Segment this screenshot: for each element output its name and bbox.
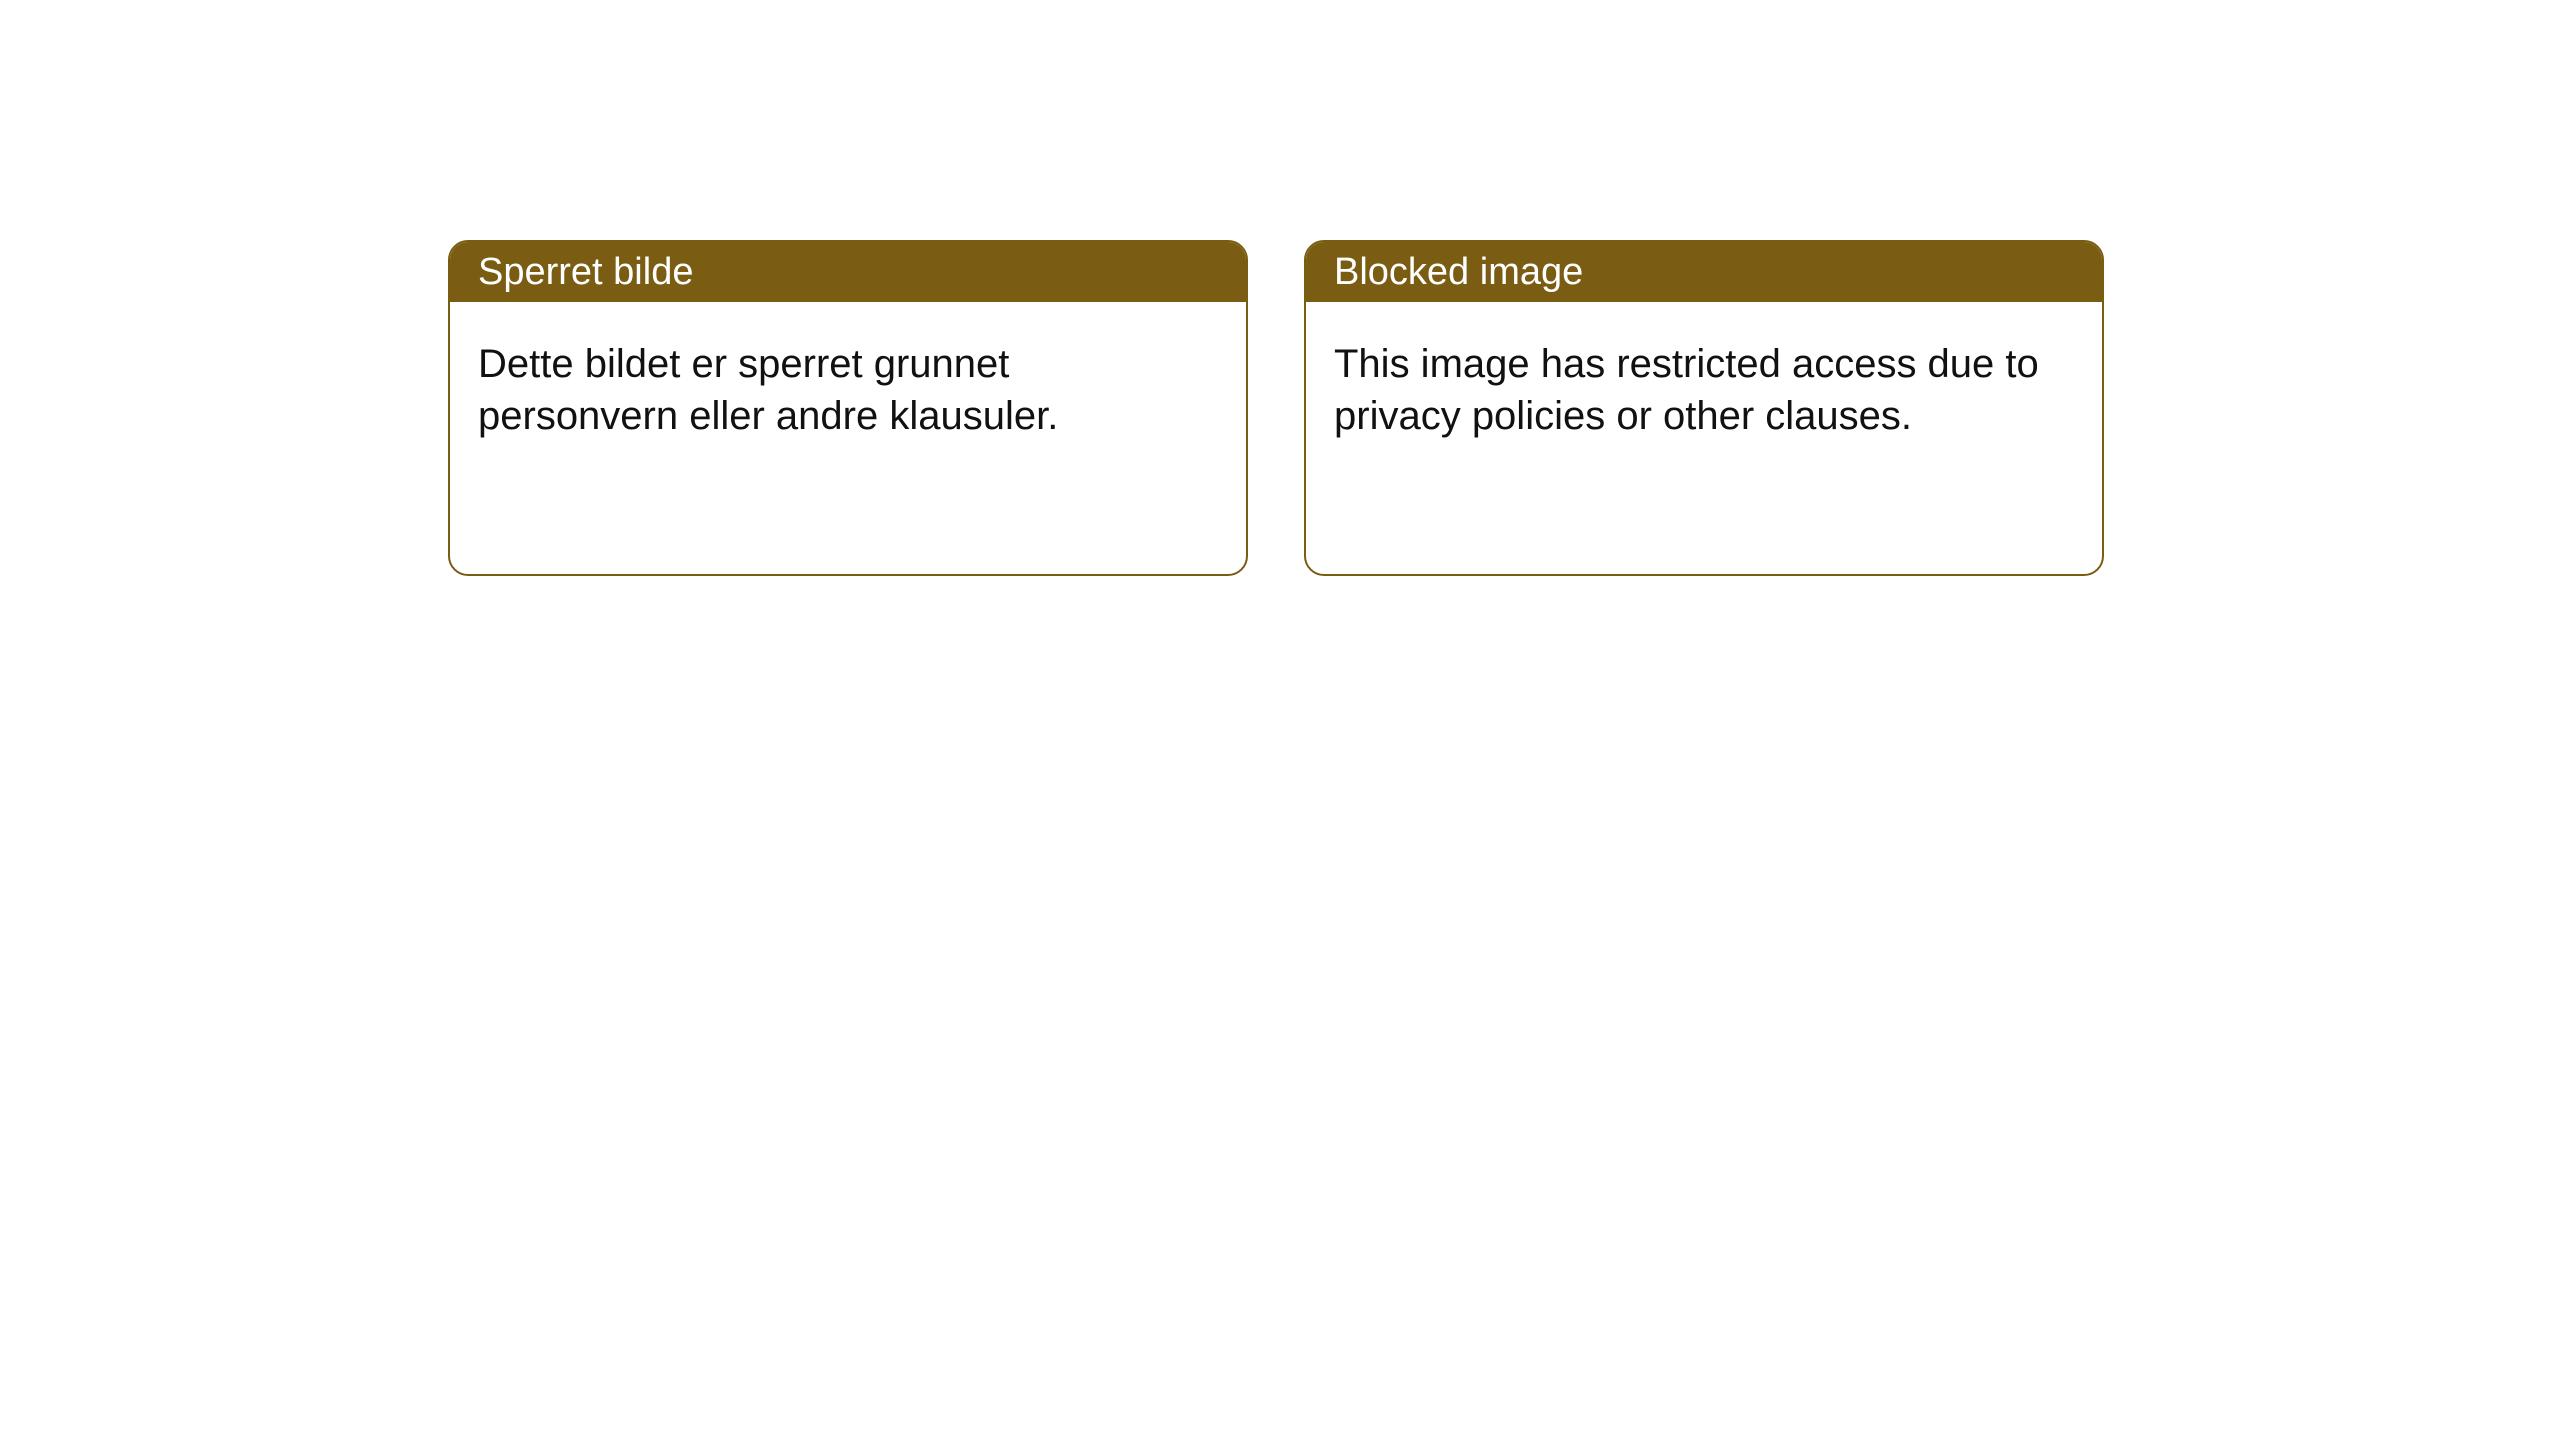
notice-container: Sperret bilde Dette bildet er sperret gr… <box>0 0 2560 576</box>
notice-title-english: Blocked image <box>1334 251 1583 294</box>
notice-card-english: Blocked image This image has restricted … <box>1304 240 2104 576</box>
notice-body-english: This image has restricted access due to … <box>1306 302 2102 478</box>
notice-text-norwegian: Dette bildet er sperret grunnet personve… <box>478 342 1058 438</box>
notice-header-english: Blocked image <box>1306 242 2102 302</box>
notice-body-norwegian: Dette bildet er sperret grunnet personve… <box>450 302 1246 478</box>
notice-title-norwegian: Sperret bilde <box>478 251 693 294</box>
notice-text-english: This image has restricted access due to … <box>1334 342 2039 438</box>
notice-card-norwegian: Sperret bilde Dette bildet er sperret gr… <box>448 240 1248 576</box>
notice-header-norwegian: Sperret bilde <box>450 242 1246 302</box>
